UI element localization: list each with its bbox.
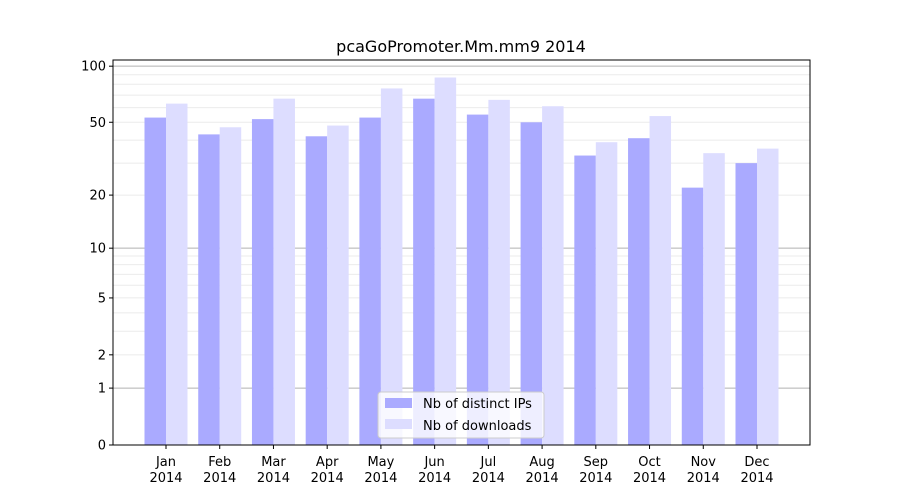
x-tick-label: Jun 2014 <box>418 455 451 486</box>
bar-ips <box>251 119 274 445</box>
bar-ips <box>681 187 704 446</box>
x-tick-label: Jul 2014 <box>472 455 505 486</box>
y-tick-label: 50 <box>89 116 106 131</box>
bar-downloads <box>649 116 672 446</box>
bar-ips <box>305 136 328 445</box>
x-tick-label: Nov 2014 <box>687 455 720 486</box>
bar-ips <box>574 155 596 446</box>
bar-ips <box>144 117 166 445</box>
bar-downloads <box>595 142 618 445</box>
y-axis: 0 1 2 5 10 20 50 100 <box>81 60 113 454</box>
y-tick-label: 5 <box>98 291 106 306</box>
bar-ips <box>466 114 489 445</box>
bar-downloads <box>166 103 188 445</box>
bar-downloads <box>434 77 457 446</box>
plot-frame <box>112 59 811 446</box>
x-tick-label: Sep 2014 <box>579 455 612 486</box>
legend-box <box>377 391 545 439</box>
x-tick-label: Jan 2014 <box>149 455 182 486</box>
x-tick-label: Apr 2014 <box>311 455 344 486</box>
legend: Nb of distinct IPs Nb of downloads <box>377 391 545 439</box>
y-tick-label: 1 <box>98 382 106 397</box>
x-tick-label: Feb 2014 <box>203 455 236 486</box>
y-tick-label: 20 <box>89 189 106 204</box>
bar-downloads <box>327 125 349 445</box>
bar-downloads <box>219 127 242 445</box>
bar-ips <box>198 134 220 445</box>
x-tick-label: Mar 2014 <box>257 455 290 486</box>
y-tick-label: 10 <box>89 242 106 257</box>
bar-ips <box>735 163 757 446</box>
bar-downloads <box>488 99 510 446</box>
legend-swatch-downloads <box>385 419 412 429</box>
legend-swatch-ips <box>385 398 412 408</box>
chart-title: pcaGoPromoter.Mm.mm9 2014 <box>336 37 586 56</box>
bars <box>144 77 779 446</box>
bar-ips <box>413 98 435 445</box>
bar-ips <box>628 138 650 446</box>
bar-ips <box>520 122 543 446</box>
y-tick-label: 2 <box>98 348 106 363</box>
y-tick-label: 100 <box>81 60 106 75</box>
x-tick-label: Dec 2014 <box>740 455 773 486</box>
y-tick-label: 0 <box>98 439 106 454</box>
legend-label-ips: Nb of distinct IPs <box>423 397 532 412</box>
bar-downloads <box>273 98 295 445</box>
legend-label-downloads: Nb of downloads <box>423 419 532 434</box>
x-axis: Jan 2014 Feb 2014 Mar 2014 Apr 2014 May 2014 Jun 20… <box>149 445 774 486</box>
x-tick-label: Aug 2014 <box>526 455 559 486</box>
bar-downloads <box>757 148 779 446</box>
bar-downloads <box>380 88 403 446</box>
x-tick-label: May 2014 <box>364 455 397 486</box>
bar-downloads <box>542 106 564 445</box>
bar-downloads <box>703 153 725 445</box>
x-tick-label: Oct 2014 <box>633 455 666 486</box>
bar-ips <box>359 117 381 445</box>
